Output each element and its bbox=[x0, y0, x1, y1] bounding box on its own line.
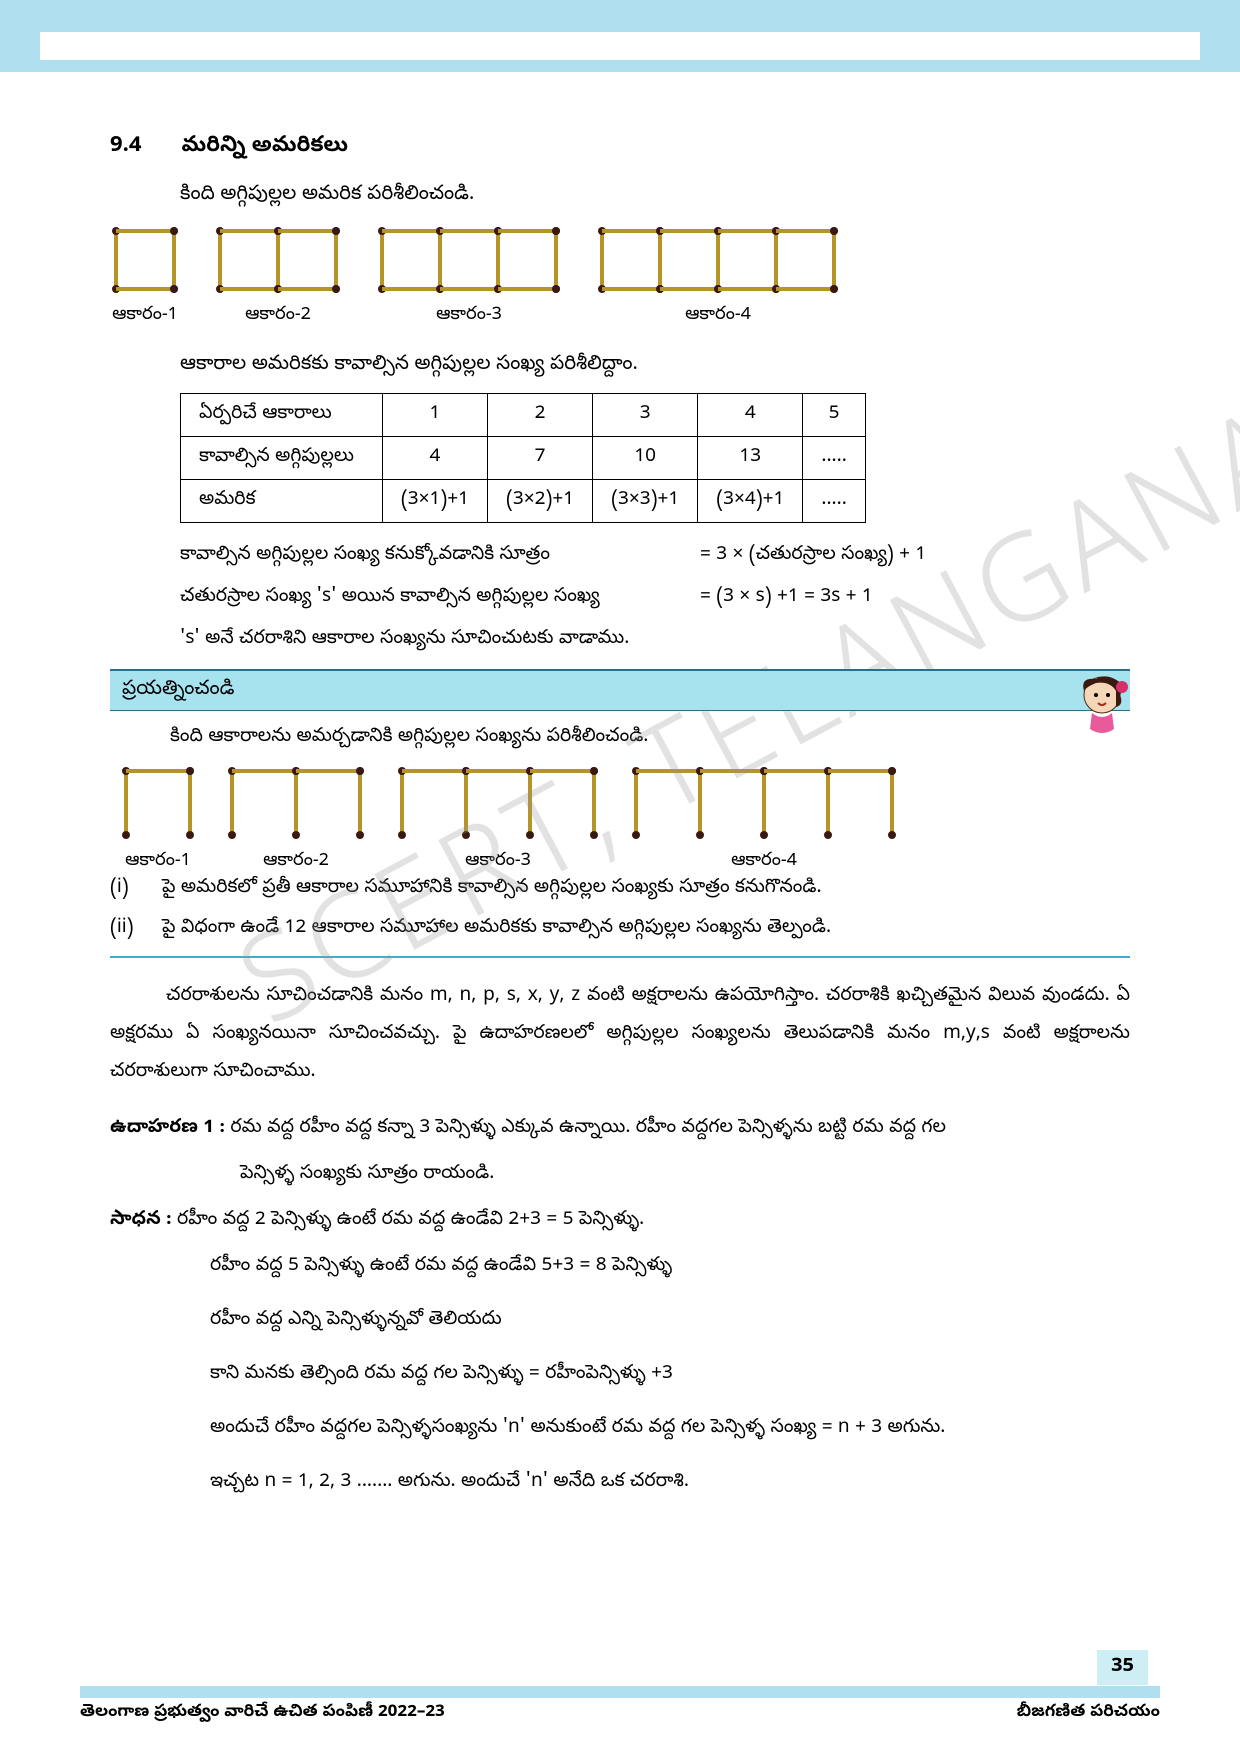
solution-line-4: అందుచే రహీం వద్దగల పెన్సిళ్ళసంఖ్యను 'n' … bbox=[210, 1410, 1130, 1448]
shape-label: ఆకారం-2 bbox=[263, 849, 329, 874]
section-number: 9.4 bbox=[110, 132, 141, 162]
open-shape-4: ఆకారం-4 bbox=[630, 765, 898, 874]
example-1: ఉదాహరణ 1 : రమ వద్ద రహీం వద్ద కన్నా 3 పెన… bbox=[110, 1110, 1130, 1148]
table-cell: 5 bbox=[803, 394, 865, 437]
formula-2: చతురస్రాల సంఖ్య 's' అయిన కావాల్సిన అగ్గి… bbox=[180, 585, 1130, 611]
shape-label: ఆకారం-3 bbox=[465, 849, 531, 874]
question-2: (ii) పై విధంగా ఉండే 12 ఆకారాల సమూహాల అమర… bbox=[110, 916, 1130, 942]
body-paragraph: చరరాశులను సూచించడానికి మనం m, n, p, s, x… bbox=[110, 978, 1130, 1092]
table-cell: (3×2)+1 bbox=[488, 480, 593, 523]
shape-label: ఆకారం-4 bbox=[685, 303, 751, 328]
question-2-text: పై విధంగా ఉండే 12 ఆకారాల సమూహాల అమరికకు … bbox=[162, 916, 831, 942]
formula-1-left: కావాల్సిన అగ్గిపుల్లల సంఖ్య కనుక్కోవడాని… bbox=[180, 543, 700, 569]
question-1: (i) పై అమరికలో ప్రతీ ఆకారాల సమూహానికి కా… bbox=[110, 876, 1130, 902]
shape-label: ఆకారం-4 bbox=[731, 849, 797, 874]
page-content: 9.4 మరిన్ని అమరికలు కింది అగ్గిపుల్లల అమ… bbox=[0, 72, 1240, 1502]
table-cell: 4 bbox=[698, 394, 803, 437]
formula-2-right: = (3 × s) +1 = 3s + 1 bbox=[700, 585, 873, 611]
variable-line: 's' అనే చరరాశిని ఆకారాల సంఖ్యను సూచించుట… bbox=[180, 627, 1130, 653]
table-row-label: ఏర్పరిచే ఆకారాలు bbox=[181, 394, 383, 437]
example-text2: పెన్సిళ్ళ సంఖ్యకు సూత్రం రాయండి. bbox=[240, 1156, 1130, 1194]
solution-text-0: రహీం వద్ద 2 పెన్సిళ్ళు ఉంటే రమ వద్ద ఉండే… bbox=[177, 1208, 644, 1234]
square-shape-1: ఆకారం-1 bbox=[110, 225, 180, 328]
shape-label: ఆకారం-3 bbox=[436, 303, 502, 328]
try-this-heading: ప్రయత్నించండి bbox=[110, 669, 1130, 711]
formula-1-right: = 3 × (చతురస్రాల సంఖ్య) + 1 bbox=[700, 543, 926, 569]
header-inner-band bbox=[40, 32, 1200, 60]
subheading: ఆకారాల అమరికకు కావాల్సిన అగ్గిపుల్లల సంఖ… bbox=[180, 352, 1130, 379]
table-cell: (3×1)+1 bbox=[382, 480, 487, 523]
solution-line-0: సాధన : రహీం వద్ద 2 పెన్సిళ్ళు ఉంటే రమ వద… bbox=[110, 1202, 1130, 1240]
table-row-label: కావాల్సిన అగ్గిపుల్లలు bbox=[181, 437, 383, 480]
square-shape-4: ఆకారం-4 bbox=[596, 225, 840, 328]
table-cell: 7 bbox=[488, 437, 593, 480]
square-shape-3: ఆకారం-3 bbox=[376, 225, 562, 328]
table-cell: 3 bbox=[593, 394, 698, 437]
table-cell: ..... bbox=[803, 480, 865, 523]
footer-right: బీజగణిత పరిచయం bbox=[1017, 1702, 1160, 1725]
table-row-label: అమరిక bbox=[181, 480, 383, 523]
table-cell: 1 bbox=[382, 394, 487, 437]
section-divider bbox=[110, 956, 1130, 958]
solution-line-5: ఇచ్చట n = 1, 2, 3 ....... అగును. అందుచే … bbox=[210, 1464, 1130, 1502]
table-cell: (3×4)+1 bbox=[698, 480, 803, 523]
table-cell: (3×3)+1 bbox=[593, 480, 698, 523]
try-content: కింది ఆకారాలను అమర్చడానికి అగ్గిపుల్లల స… bbox=[110, 725, 1130, 942]
matchstick-table: ఏర్పరిచే ఆకారాలు12345కావాల్సిన అగ్గిపుల్… bbox=[180, 393, 866, 523]
section-title: మరిన్ని అమరికలు bbox=[181, 132, 348, 162]
table-cell: 10 bbox=[593, 437, 698, 480]
matchstick-open-shapes-row: ఆకారం-1 ఆకారం-2 ఆకారం-3 ఆకారం-4 bbox=[120, 765, 1130, 874]
header-band bbox=[0, 0, 1240, 72]
formula-1: కావాల్సిన అగ్గిపుల్లల సంఖ్య కనుక్కోవడాని… bbox=[180, 543, 1130, 569]
open-shape-1: ఆకారం-1 bbox=[120, 765, 196, 874]
table-cell: 4 bbox=[382, 437, 487, 480]
matchstick-squares-row: ఆకారం-1 ఆకారం-2 ఆకారం-3 ఆకారం-4 bbox=[110, 225, 1130, 328]
table-cell: ..... bbox=[803, 437, 865, 480]
page-footer: 35 తెలంగాణ ప్రభుత్వం వారిచే ఉచిత పంపిణీ … bbox=[80, 1686, 1160, 1725]
example-label: ఉదాహరణ 1 : bbox=[110, 1116, 225, 1142]
table-cell: 2 bbox=[488, 394, 593, 437]
variable-text: 's' అనే చరరాశిని ఆకారాల సంఖ్యను సూచించుట… bbox=[180, 627, 629, 653]
footer-bar bbox=[80, 1686, 1160, 1698]
solution-line-1: రహీం వద్ద 5 పెన్సిళ్ళు ఉంటే రమ వద్ద ఉండే… bbox=[210, 1248, 1130, 1286]
open-shape-3: ఆకారం-3 bbox=[396, 765, 600, 874]
girl-illustration-icon bbox=[1066, 667, 1138, 739]
intro-text: కింది అగ్గిపుల్లల అమరిక పరిశీలించండి. bbox=[180, 182, 1130, 209]
question-2-num: (ii) bbox=[110, 916, 162, 942]
open-shape-2: ఆకారం-2 bbox=[226, 765, 366, 874]
table-cell: 13 bbox=[698, 437, 803, 480]
example-text: రమ వద్ద రహీం వద్ద కన్నా 3 పెన్సిళ్ళు ఎక్… bbox=[230, 1116, 946, 1142]
try-heading-text: ప్రయత్నించండి bbox=[122, 677, 234, 704]
try-intro: కింది ఆకారాలను అమర్చడానికి అగ్గిపుల్లల స… bbox=[170, 725, 1130, 751]
question-1-text: పై అమరికలో ప్రతీ ఆకారాల సమూహానికి కావాల్… bbox=[162, 876, 822, 902]
solution-label: సాధన : bbox=[110, 1208, 172, 1234]
shape-label: ఆకారం-1 bbox=[112, 303, 178, 328]
formula-2-left: చతురస్రాల సంఖ్య 's' అయిన కావాల్సిన అగ్గి… bbox=[180, 585, 700, 611]
shape-label: ఆకారం-2 bbox=[245, 303, 311, 328]
section-heading: 9.4 మరిన్ని అమరికలు bbox=[110, 132, 1130, 162]
page-number: 35 bbox=[1097, 1650, 1148, 1685]
shape-label: ఆకారం-1 bbox=[125, 849, 191, 874]
solution-line-3: కాని మనకు తెల్సింది రమ వద్ద గల పెన్సిళ్ళ… bbox=[210, 1356, 1130, 1394]
square-shape-2: ఆకారం-2 bbox=[214, 225, 342, 328]
footer-left: తెలంగాణ ప్రభుత్వం వారిచే ఉచిత పంపిణీ 202… bbox=[80, 1702, 445, 1725]
solution-line-2: రహీం వద్ద ఎన్ని పెన్సిళ్ళున్నవో తెలియదు bbox=[210, 1302, 1130, 1340]
question-1-num: (i) bbox=[110, 876, 162, 902]
